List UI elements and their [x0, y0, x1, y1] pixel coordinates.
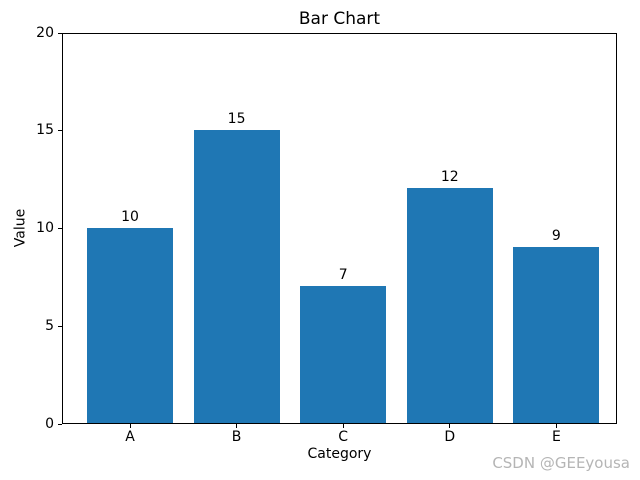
- bar-value-label: 15: [227, 110, 246, 127]
- y-tick-mark: [58, 325, 62, 327]
- y-tick-label: 20: [36, 24, 54, 41]
- y-tick-label: 0: [45, 415, 54, 432]
- x-tick-label: B: [231, 429, 242, 445]
- y-tick-mark: [58, 32, 62, 34]
- x-tick-label: A: [125, 429, 135, 445]
- bar: [513, 247, 600, 423]
- y-tick-label: 10: [36, 220, 54, 236]
- watermark: CSDN @GEEyousa: [492, 454, 630, 472]
- x-axis-label: Category: [307, 446, 372, 462]
- bar: [87, 227, 173, 423]
- y-tick-mark: [58, 228, 62, 229]
- x-tick-label: E: [551, 429, 561, 445]
- x-tick-label: C: [338, 429, 349, 445]
- chart-title: Bar Chart: [298, 9, 381, 29]
- bar: [300, 286, 387, 423]
- bar: [406, 188, 493, 423]
- bar-value-label: 7: [338, 267, 348, 284]
- bar: [193, 129, 280, 423]
- bar-value-label: 9: [551, 228, 561, 245]
- x-tick-mark: [129, 424, 131, 428]
- x-tick-label: D: [444, 429, 456, 445]
- plot-area: [62, 33, 617, 424]
- y-tick-label: 15: [36, 122, 54, 139]
- bar-value-label: 12: [440, 169, 459, 186]
- bar-value-label: 10: [121, 208, 139, 225]
- x-tick-mark: [342, 424, 344, 428]
- x-tick-mark: [236, 424, 238, 428]
- y-tick-label: 5: [45, 317, 54, 334]
- y-tick-mark: [58, 130, 62, 132]
- y-tick-mark: [58, 423, 62, 425]
- x-tick-mark: [449, 424, 451, 428]
- x-tick-mark: [555, 424, 557, 428]
